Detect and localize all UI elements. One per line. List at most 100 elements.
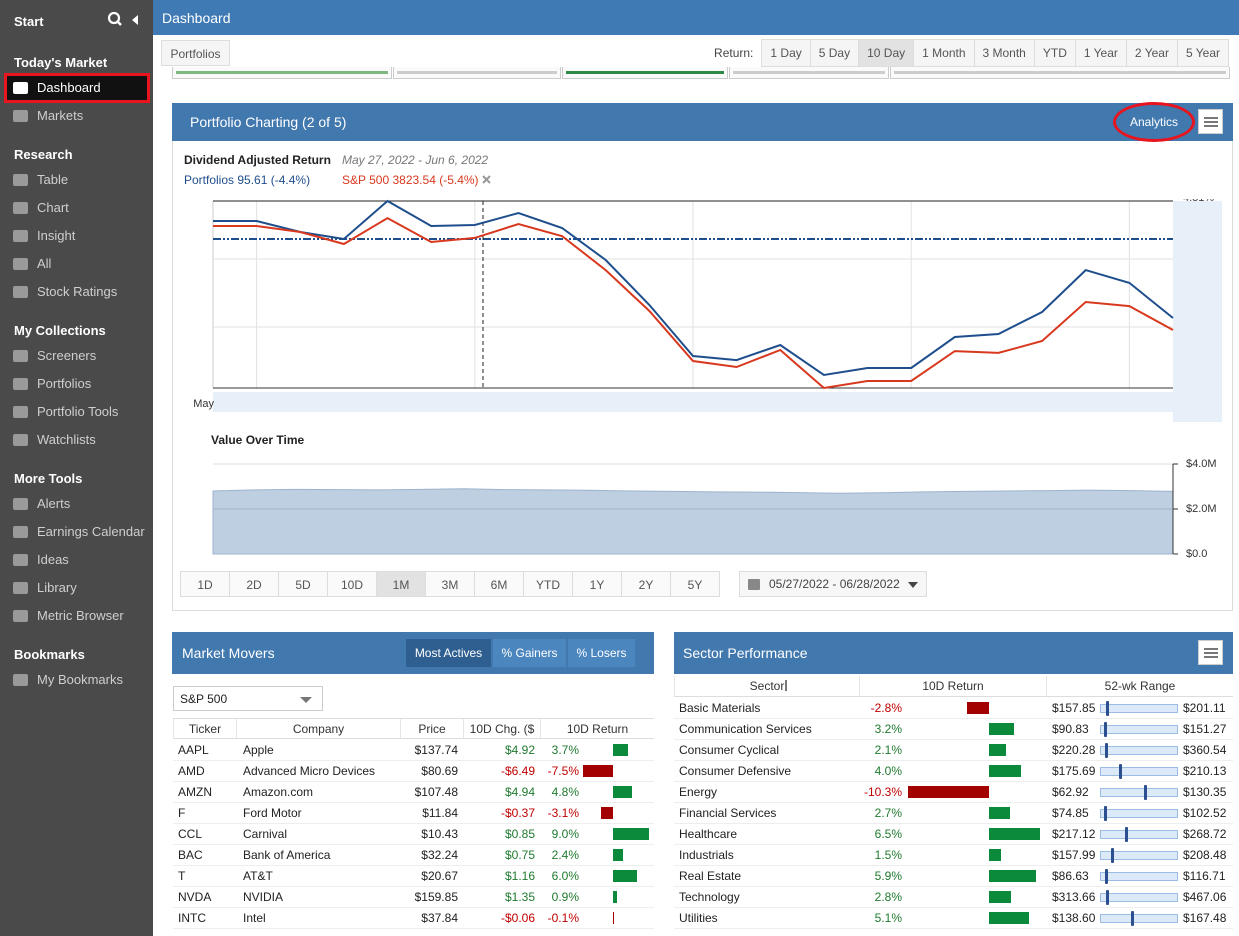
item-icon — [13, 82, 28, 94]
column-header[interactable]: Sector — [674, 676, 859, 697]
return-label: 6.0% — [551, 869, 579, 883]
sidebar-item[interactable]: Markets — [37, 108, 84, 123]
company: Intel — [243, 911, 266, 925]
period-button[interactable]: 1 Month — [913, 39, 975, 67]
company: Carnival — [243, 827, 288, 841]
period-button[interactable]: 2 Year — [1125, 39, 1178, 67]
sidebar-item[interactable]: My Bookmarks — [37, 672, 123, 687]
sidebar-title: Start — [14, 14, 44, 29]
sidebar-item[interactable]: Screeners — [37, 348, 97, 363]
sidebar-item[interactable]: Library — [37, 580, 77, 595]
range-marker — [1124, 827, 1128, 842]
row-divider — [674, 781, 1233, 782]
return-bar — [583, 765, 613, 777]
period-button[interactable]: 3 Month — [973, 39, 1035, 67]
company: NVIDIA — [243, 890, 284, 904]
range-button[interactable]: 1Y — [572, 571, 622, 597]
range-low: $313.66 — [1052, 890, 1096, 904]
calendar-icon — [748, 579, 760, 590]
return-label: 6.5% — [874, 827, 902, 841]
row-divider — [674, 865, 1233, 866]
sector-name: Consumer Defensive — [679, 764, 792, 778]
tab[interactable]: Most Actives — [406, 639, 491, 667]
return-bar — [989, 870, 1036, 882]
sidebar-item[interactable]: All — [37, 256, 52, 271]
price: $20.67 — [421, 869, 458, 883]
return-label: 3.7% — [551, 743, 579, 757]
annotation-ellipse — [1113, 102, 1195, 142]
period-button[interactable]: YTD — [1033, 39, 1076, 67]
panel-header: Sector Performance — [674, 632, 1233, 674]
date-picker-text[interactable]: 05/27/2022 - 06/28/2022 — [769, 577, 900, 591]
range-marker — [1103, 806, 1107, 821]
panel-edge-bar — [894, 71, 1226, 74]
ticker: T — [178, 869, 186, 883]
return-bar — [613, 870, 637, 882]
range-button[interactable]: 5Y — [670, 571, 720, 597]
tab[interactable]: % Losers — [568, 639, 635, 667]
return-label: -2.8% — [870, 701, 902, 715]
range-marker — [1119, 764, 1123, 779]
sidebar-item[interactable]: Earnings Calendar — [37, 524, 145, 539]
collapse-icon[interactable] — [132, 15, 138, 25]
search-handle — [116, 20, 122, 26]
range-low: $90.83 — [1052, 722, 1089, 736]
return-bar — [989, 744, 1006, 756]
sector-name: Communication Services — [679, 722, 812, 736]
period-button[interactable]: 10 Day — [858, 39, 915, 67]
panel-edge-bar — [176, 71, 388, 74]
row-divider — [173, 907, 654, 908]
row-divider — [173, 781, 654, 782]
range-button[interactable]: 2Y — [621, 571, 671, 597]
period-button[interactable]: 1 Day — [761, 39, 811, 67]
range-button[interactable]: 1M — [376, 571, 426, 597]
company: Bank of America — [243, 848, 331, 862]
range-marker — [1144, 785, 1148, 800]
range-button[interactable]: 2D — [229, 571, 279, 597]
return-label: 2.7% — [874, 806, 902, 820]
portfolios-button[interactable]: Portfolios — [161, 40, 230, 66]
range-button[interactable]: YTD — [523, 571, 573, 597]
sidebar-item[interactable]: Portfolio Tools — [37, 404, 119, 419]
close-icon[interactable] — [482, 172, 492, 188]
range-button[interactable]: 1D — [180, 571, 230, 597]
price: $137.74 — [414, 743, 458, 757]
period-button[interactable]: 1 Year — [1074, 39, 1127, 67]
ticker: AMZN — [178, 785, 212, 799]
sidebar-item[interactable]: Alerts — [37, 496, 71, 511]
return-label: -3.1% — [547, 806, 579, 820]
range-button[interactable]: 3M — [425, 571, 475, 597]
change: -$0.06 — [500, 911, 535, 925]
return-bar — [613, 786, 633, 798]
return-bar — [989, 849, 1001, 861]
price: $159.85 — [414, 890, 458, 904]
section-title: Today's Market — [14, 55, 108, 70]
sidebar-item[interactable]: Chart — [37, 200, 69, 215]
period-button[interactable]: 5 Day — [809, 39, 860, 67]
return-bar — [989, 828, 1041, 840]
range-button[interactable]: 10D — [327, 571, 377, 597]
sidebar-item[interactable]: Dashboard — [37, 80, 101, 95]
sidebar-item[interactable]: Watchlists — [37, 432, 96, 447]
ticker: F — [178, 806, 186, 820]
range-marker — [1110, 848, 1114, 863]
change: $1.16 — [504, 869, 535, 883]
row-divider — [173, 844, 654, 845]
search-icon — [107, 11, 121, 25]
sidebar-item[interactable]: Stock Ratings — [37, 284, 118, 299]
change: -$6.49 — [500, 764, 535, 778]
x-tick-label: May — [193, 398, 214, 410]
period-button[interactable]: 5 Year — [1176, 39, 1229, 67]
section-title: Bookmarks — [14, 647, 85, 662]
range-bar — [1100, 872, 1178, 881]
sidebar-item[interactable]: Table — [37, 172, 69, 187]
sidebar-item[interactable]: Insight — [37, 228, 76, 243]
sidebar-item[interactable]: Portfolios — [37, 376, 92, 391]
range-button[interactable]: 6M — [474, 571, 524, 597]
sidebar-item[interactable]: Ideas — [37, 552, 69, 567]
return-bar — [966, 702, 989, 714]
range-button[interactable]: 5D — [278, 571, 328, 597]
tab[interactable]: % Gainers — [493, 639, 566, 667]
index-dropdown[interactable]: S&P 500 — [173, 686, 323, 711]
sidebar-item[interactable]: Metric Browser — [37, 608, 124, 623]
